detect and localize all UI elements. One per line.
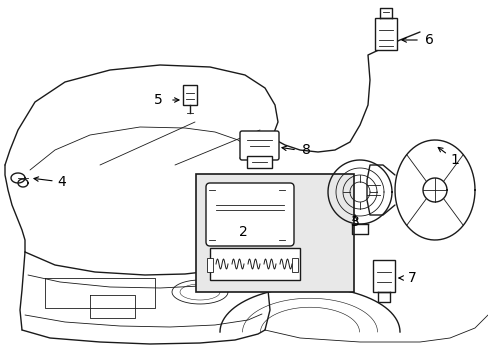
Text: 7: 7 bbox=[407, 271, 416, 285]
Bar bbox=[183, 85, 197, 105]
Bar bbox=[372, 260, 394, 292]
Text: 6: 6 bbox=[424, 33, 433, 47]
Bar bbox=[246, 156, 271, 168]
Bar bbox=[374, 18, 396, 50]
Text: 5: 5 bbox=[154, 93, 163, 107]
Text: 1: 1 bbox=[437, 147, 459, 167]
Bar bbox=[196, 174, 353, 292]
Text: 3: 3 bbox=[350, 215, 359, 229]
Text: 4: 4 bbox=[34, 175, 66, 189]
Bar bbox=[291, 258, 297, 272]
Bar bbox=[209, 248, 299, 280]
Text: 8: 8 bbox=[302, 143, 310, 157]
Bar bbox=[206, 258, 213, 272]
Text: 2: 2 bbox=[239, 225, 247, 239]
FancyBboxPatch shape bbox=[240, 131, 279, 160]
FancyBboxPatch shape bbox=[205, 183, 293, 246]
